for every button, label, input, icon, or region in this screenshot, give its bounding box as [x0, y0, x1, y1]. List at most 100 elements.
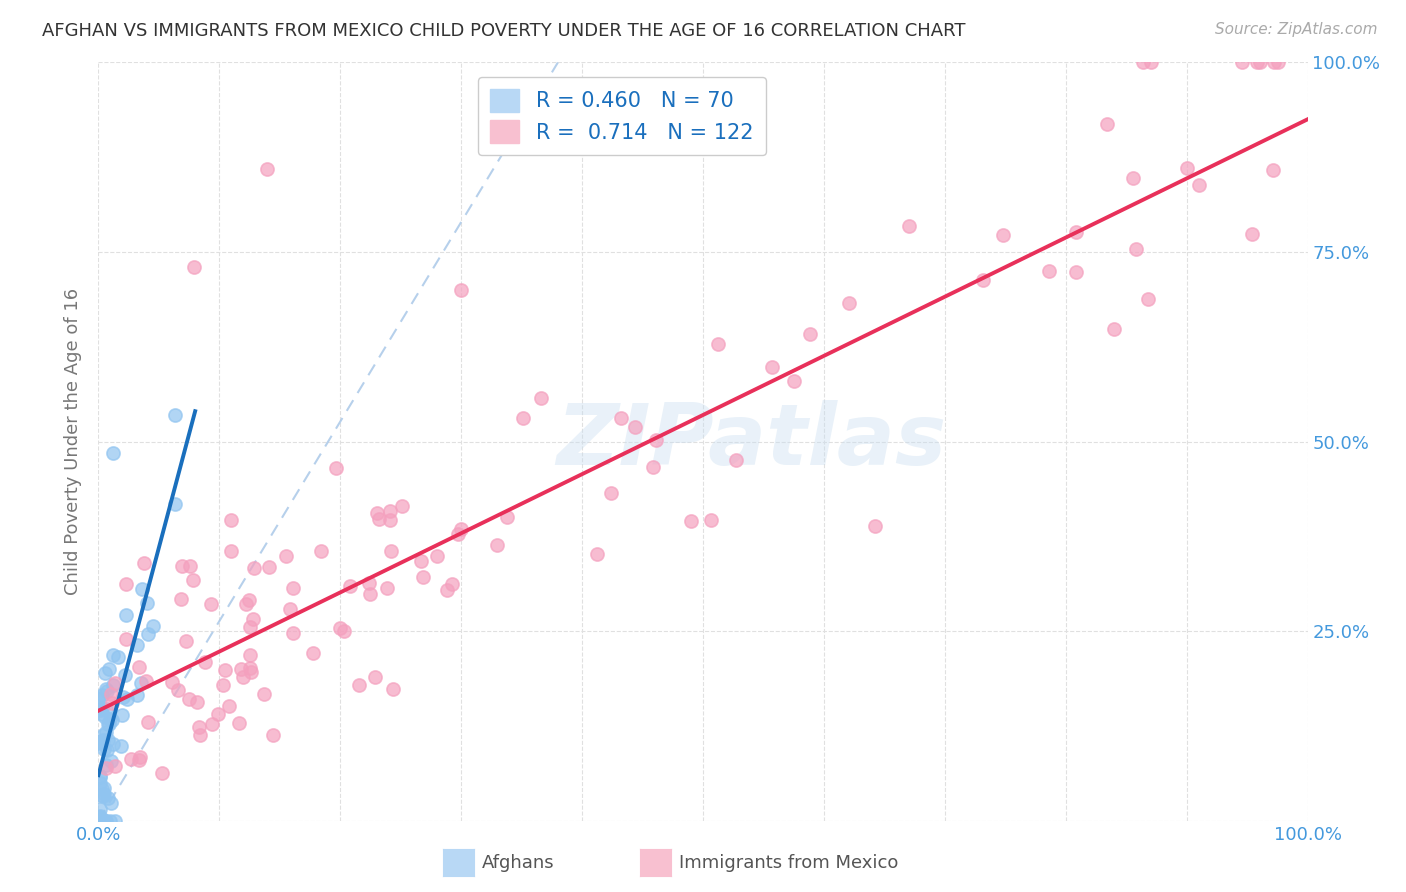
Point — [242, 612, 264, 626]
Point — [426, 549, 449, 563]
Point — [486, 538, 509, 552]
Point — [700, 513, 723, 527]
Point — [359, 576, 381, 591]
Point — [412, 570, 434, 584]
Point — [1095, 117, 1118, 131]
Point — [411, 554, 433, 568]
Point — [624, 420, 647, 434]
Point — [391, 499, 413, 513]
Point — [530, 391, 553, 405]
Point — [87, 692, 110, 706]
Point — [100, 754, 122, 768]
Point — [135, 596, 157, 610]
Point — [87, 810, 110, 824]
Point — [447, 527, 470, 541]
Point — [90, 688, 112, 702]
Point — [111, 708, 134, 723]
Point — [179, 559, 201, 574]
Text: Afghans: Afghans — [482, 855, 555, 872]
Point — [187, 720, 209, 734]
Point — [97, 717, 120, 731]
Point — [100, 796, 122, 810]
Point — [115, 692, 138, 706]
Point — [256, 161, 278, 176]
Point — [1122, 170, 1144, 185]
Point — [165, 497, 187, 511]
Point — [235, 597, 257, 611]
Point — [94, 814, 117, 828]
Point — [125, 638, 148, 652]
Point — [302, 647, 325, 661]
Point — [89, 776, 111, 790]
Point — [1038, 264, 1060, 278]
Point — [281, 625, 304, 640]
Point — [1137, 292, 1160, 306]
Point — [761, 359, 783, 374]
Point — [97, 732, 120, 747]
Point — [991, 227, 1014, 242]
Point — [1139, 55, 1161, 70]
Point — [783, 375, 806, 389]
Point — [643, 459, 665, 474]
Point — [90, 782, 112, 797]
Point — [186, 695, 208, 709]
Point — [218, 699, 240, 714]
Point — [89, 809, 111, 823]
Point — [381, 681, 404, 696]
Point — [131, 582, 153, 596]
Point — [725, 453, 748, 467]
Point — [87, 814, 110, 828]
Point — [89, 802, 111, 816]
Point — [101, 713, 124, 727]
Point — [115, 607, 138, 622]
Point — [142, 619, 165, 633]
Point — [1066, 264, 1088, 278]
Point — [228, 716, 250, 731]
Point — [898, 219, 921, 234]
Point — [93, 787, 115, 801]
Point — [242, 561, 264, 575]
Point — [1132, 55, 1154, 70]
Point — [160, 675, 183, 690]
Text: ZIPatlas: ZIPatlas — [557, 400, 946, 483]
Point — [87, 690, 110, 705]
Legend: R = 0.460   N = 70, R =  0.714   N = 122: R = 0.460 N = 70, R = 0.714 N = 122 — [478, 77, 766, 155]
Point — [380, 544, 402, 558]
Point — [101, 648, 124, 662]
Point — [87, 735, 110, 749]
Point — [441, 577, 464, 591]
Point — [238, 660, 260, 674]
Text: Source: ZipAtlas.com: Source: ZipAtlas.com — [1215, 22, 1378, 37]
Point — [707, 336, 730, 351]
Point — [610, 411, 633, 425]
Point — [838, 296, 860, 310]
Point — [97, 662, 120, 676]
Point — [644, 433, 666, 447]
Point — [98, 814, 121, 828]
Point — [232, 670, 254, 684]
Point — [188, 728, 211, 742]
Point — [128, 749, 150, 764]
Point — [1064, 225, 1087, 239]
Point — [94, 681, 117, 696]
Point — [97, 716, 120, 731]
Point — [89, 810, 111, 824]
Point — [132, 556, 155, 570]
Point — [163, 408, 186, 422]
Point — [96, 761, 118, 775]
Point — [120, 752, 142, 766]
Point — [87, 814, 110, 828]
Point — [799, 327, 821, 342]
Point — [104, 814, 127, 828]
Point — [364, 670, 387, 684]
Point — [101, 446, 124, 460]
Point — [114, 668, 136, 682]
Point — [283, 581, 305, 595]
Point — [865, 519, 887, 533]
Point — [129, 675, 152, 690]
Point — [136, 714, 159, 729]
Point — [107, 649, 129, 664]
Point — [200, 597, 222, 611]
Point — [89, 703, 111, 717]
Point — [1246, 55, 1268, 70]
